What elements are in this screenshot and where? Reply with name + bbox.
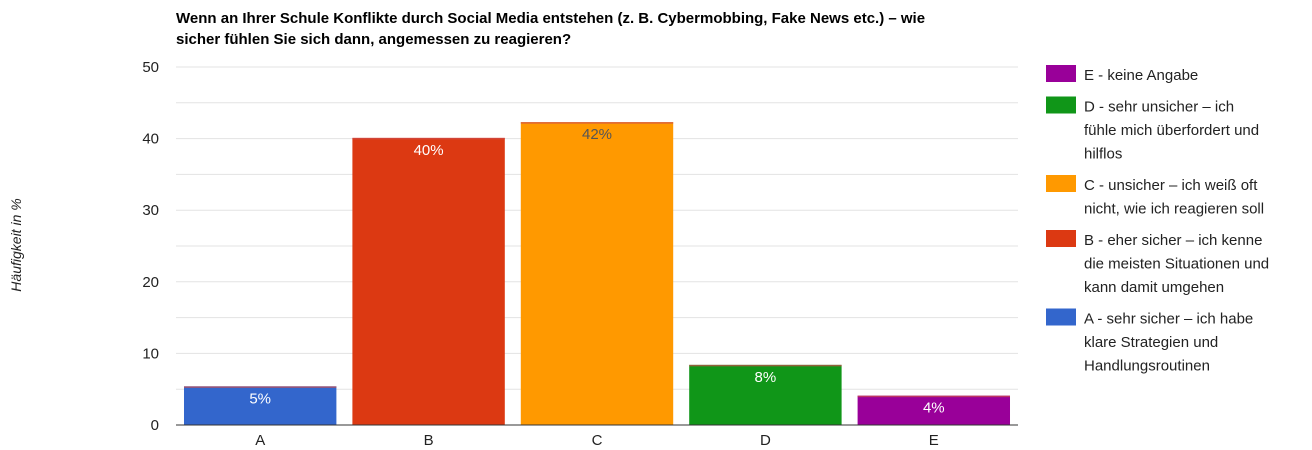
- y-tick-label: 40: [142, 131, 159, 148]
- bar-top-edge: [689, 364, 842, 367]
- bar-e: [857, 395, 1011, 425]
- chart-title-line-2: sicher fühlen Sie sich dann, angemessen …: [176, 31, 571, 48]
- legend-label: die meisten Situationen und: [1084, 256, 1269, 273]
- y-tick-label: 50: [142, 59, 159, 76]
- legend-label: nicht, wie ich reagieren soll: [1084, 201, 1264, 218]
- chart-title-line-1: Wenn an Ihrer Schule Konflikte durch Soc…: [176, 10, 925, 27]
- legend-label: B - eher sicher – ich kenne: [1084, 232, 1262, 249]
- bar-d: [689, 364, 842, 425]
- bar-c: [520, 122, 674, 425]
- legend-label: D - sehr unsicher – ich: [1084, 99, 1234, 116]
- bar-a: [183, 386, 337, 425]
- y-tick-label: 20: [142, 274, 159, 291]
- legend-label: klare Strategien und: [1084, 334, 1218, 351]
- y-axis-ticks: 0 10 20 30 40 50: [142, 59, 159, 434]
- bar-data-label: 4%: [923, 400, 945, 417]
- bar-top-edge: [857, 395, 1011, 398]
- bar-top-edge: [352, 137, 505, 140]
- legend-label: E - keine Angabe: [1084, 67, 1198, 84]
- bar-data-label: 40%: [414, 142, 444, 159]
- chart-title: Wenn an Ihrer Schule Konflikte durch Soc…: [176, 10, 925, 48]
- x-axis-ticks: A B C D E: [255, 432, 939, 449]
- legend-label: kann damit umgehen: [1084, 279, 1224, 296]
- bar-data-label: 5%: [249, 390, 271, 407]
- legend-swatch: [1046, 65, 1076, 82]
- y-tick-label: 10: [142, 345, 159, 362]
- y-axis-label: Häufigkeit in %: [8, 198, 24, 291]
- x-tick-label: C: [592, 432, 603, 449]
- bars: 5% 40% 42% 8% 4%: [183, 122, 1011, 425]
- bar-top-edge: [520, 122, 674, 124]
- legend-label: A - sehr sicher – ich habe: [1084, 311, 1253, 328]
- bar-top-edge: [183, 386, 337, 388]
- legend-swatch: [1046, 308, 1076, 326]
- x-tick-label: E: [929, 432, 939, 449]
- bar-b: [352, 137, 505, 425]
- y-tick-label: 30: [142, 202, 159, 219]
- bar-data-label: 42%: [582, 126, 612, 143]
- legend-swatch: [1046, 175, 1076, 192]
- bar-data-label: 8%: [755, 369, 777, 386]
- legend-label: hilflos: [1084, 146, 1122, 163]
- legend-swatch: [1046, 96, 1076, 114]
- legend: E - keine Angabe D - sehr unsicher – ich f…: [1046, 65, 1269, 375]
- x-tick-label: B: [424, 432, 434, 449]
- x-tick-label: A: [255, 432, 265, 449]
- legend-label: Handlungsroutinen: [1084, 358, 1210, 375]
- legend-label: C - unsicher – ich weiß oft: [1084, 177, 1258, 194]
- y-tick-label: 0: [151, 417, 159, 434]
- legend-label: fühle mich überfordert und: [1084, 122, 1259, 139]
- x-tick-label: D: [760, 432, 771, 449]
- legend-swatch: [1046, 230, 1076, 247]
